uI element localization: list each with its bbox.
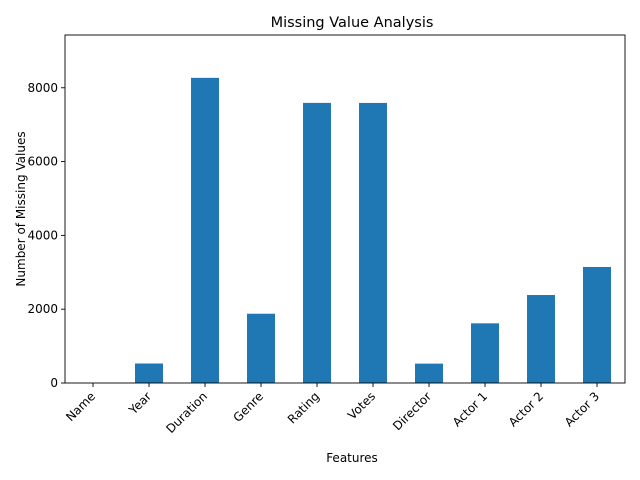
x-axis-label: Features — [326, 451, 378, 465]
x-tick-label: Actor 2 — [506, 389, 546, 429]
y-tick-label: 2000 — [27, 302, 58, 316]
y-tick-label: 6000 — [27, 155, 58, 169]
y-tick-label: 4000 — [27, 228, 58, 242]
bar-votes — [359, 102, 387, 384]
y-axis: 0 2000 4000 6000 8000 — [27, 81, 65, 390]
bar-actor-1 — [471, 323, 499, 383]
chart-title: Missing Value Analysis — [271, 15, 434, 31]
y-tick-label: 8000 — [27, 81, 58, 95]
x-axis: Name Year Duration Genre Rating Votes Director… — [63, 383, 602, 436]
plot-frame — [64, 34, 626, 384]
y-axis-label: Number of Missing Values — [14, 131, 28, 286]
bar-actor-3 — [583, 266, 611, 383]
bar-year — [135, 363, 163, 383]
bars — [135, 77, 611, 384]
bar-director — [415, 363, 443, 383]
bar-genre — [247, 313, 275, 383]
x-tick-label: Votes — [345, 389, 378, 422]
x-tick-label: Genre — [231, 389, 267, 425]
x-tick-label: Duration — [163, 389, 210, 436]
bar-actor-2 — [527, 295, 555, 383]
x-tick-label: Director — [390, 389, 434, 433]
y-tick-label: 0 — [50, 376, 58, 390]
x-tick-label: Rating — [285, 389, 322, 426]
x-tick-label: Actor 1 — [450, 389, 490, 429]
x-tick-label: Actor 3 — [562, 389, 602, 429]
x-tick-label: Year — [126, 389, 155, 418]
x-tick-label: Name — [63, 389, 98, 424]
bar-duration — [191, 77, 219, 383]
bar-rating — [303, 102, 331, 383]
